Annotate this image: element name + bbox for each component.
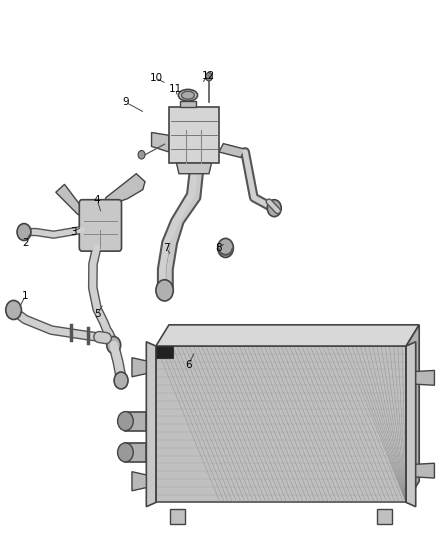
Bar xyxy=(156,346,173,358)
Text: 3: 3 xyxy=(70,227,77,237)
Circle shape xyxy=(138,150,145,159)
Circle shape xyxy=(117,443,133,462)
FancyBboxPatch shape xyxy=(79,200,121,251)
Circle shape xyxy=(117,411,133,431)
Polygon shape xyxy=(156,346,406,503)
Polygon shape xyxy=(170,509,185,523)
Ellipse shape xyxy=(178,90,198,101)
Text: 5: 5 xyxy=(94,309,100,319)
Text: 9: 9 xyxy=(122,97,129,107)
Polygon shape xyxy=(152,133,169,152)
Polygon shape xyxy=(56,184,82,216)
Polygon shape xyxy=(406,325,419,503)
Polygon shape xyxy=(169,108,219,163)
Text: 12: 12 xyxy=(201,70,215,80)
Polygon shape xyxy=(132,358,146,377)
Polygon shape xyxy=(125,411,146,431)
Polygon shape xyxy=(146,342,156,507)
Circle shape xyxy=(267,200,281,216)
Polygon shape xyxy=(416,370,434,385)
Text: 10: 10 xyxy=(149,73,162,83)
Circle shape xyxy=(114,372,128,389)
Ellipse shape xyxy=(181,91,194,99)
Circle shape xyxy=(218,238,233,257)
Text: 2: 2 xyxy=(22,238,28,248)
Polygon shape xyxy=(156,325,419,346)
Text: 7: 7 xyxy=(163,243,170,253)
Polygon shape xyxy=(406,342,416,507)
Polygon shape xyxy=(104,174,145,206)
Text: 8: 8 xyxy=(215,243,223,253)
Polygon shape xyxy=(377,509,392,523)
Text: 4: 4 xyxy=(94,195,100,205)
Polygon shape xyxy=(177,163,212,174)
Circle shape xyxy=(156,280,173,301)
Text: 11: 11 xyxy=(169,84,182,94)
Circle shape xyxy=(6,301,21,319)
Circle shape xyxy=(205,72,212,81)
Polygon shape xyxy=(416,463,434,478)
Polygon shape xyxy=(219,143,245,158)
Polygon shape xyxy=(132,472,146,491)
Circle shape xyxy=(107,336,120,353)
Bar xyxy=(180,101,196,108)
Circle shape xyxy=(17,223,31,240)
Text: 1: 1 xyxy=(22,290,28,301)
Polygon shape xyxy=(125,443,146,462)
Text: 6: 6 xyxy=(185,360,192,369)
